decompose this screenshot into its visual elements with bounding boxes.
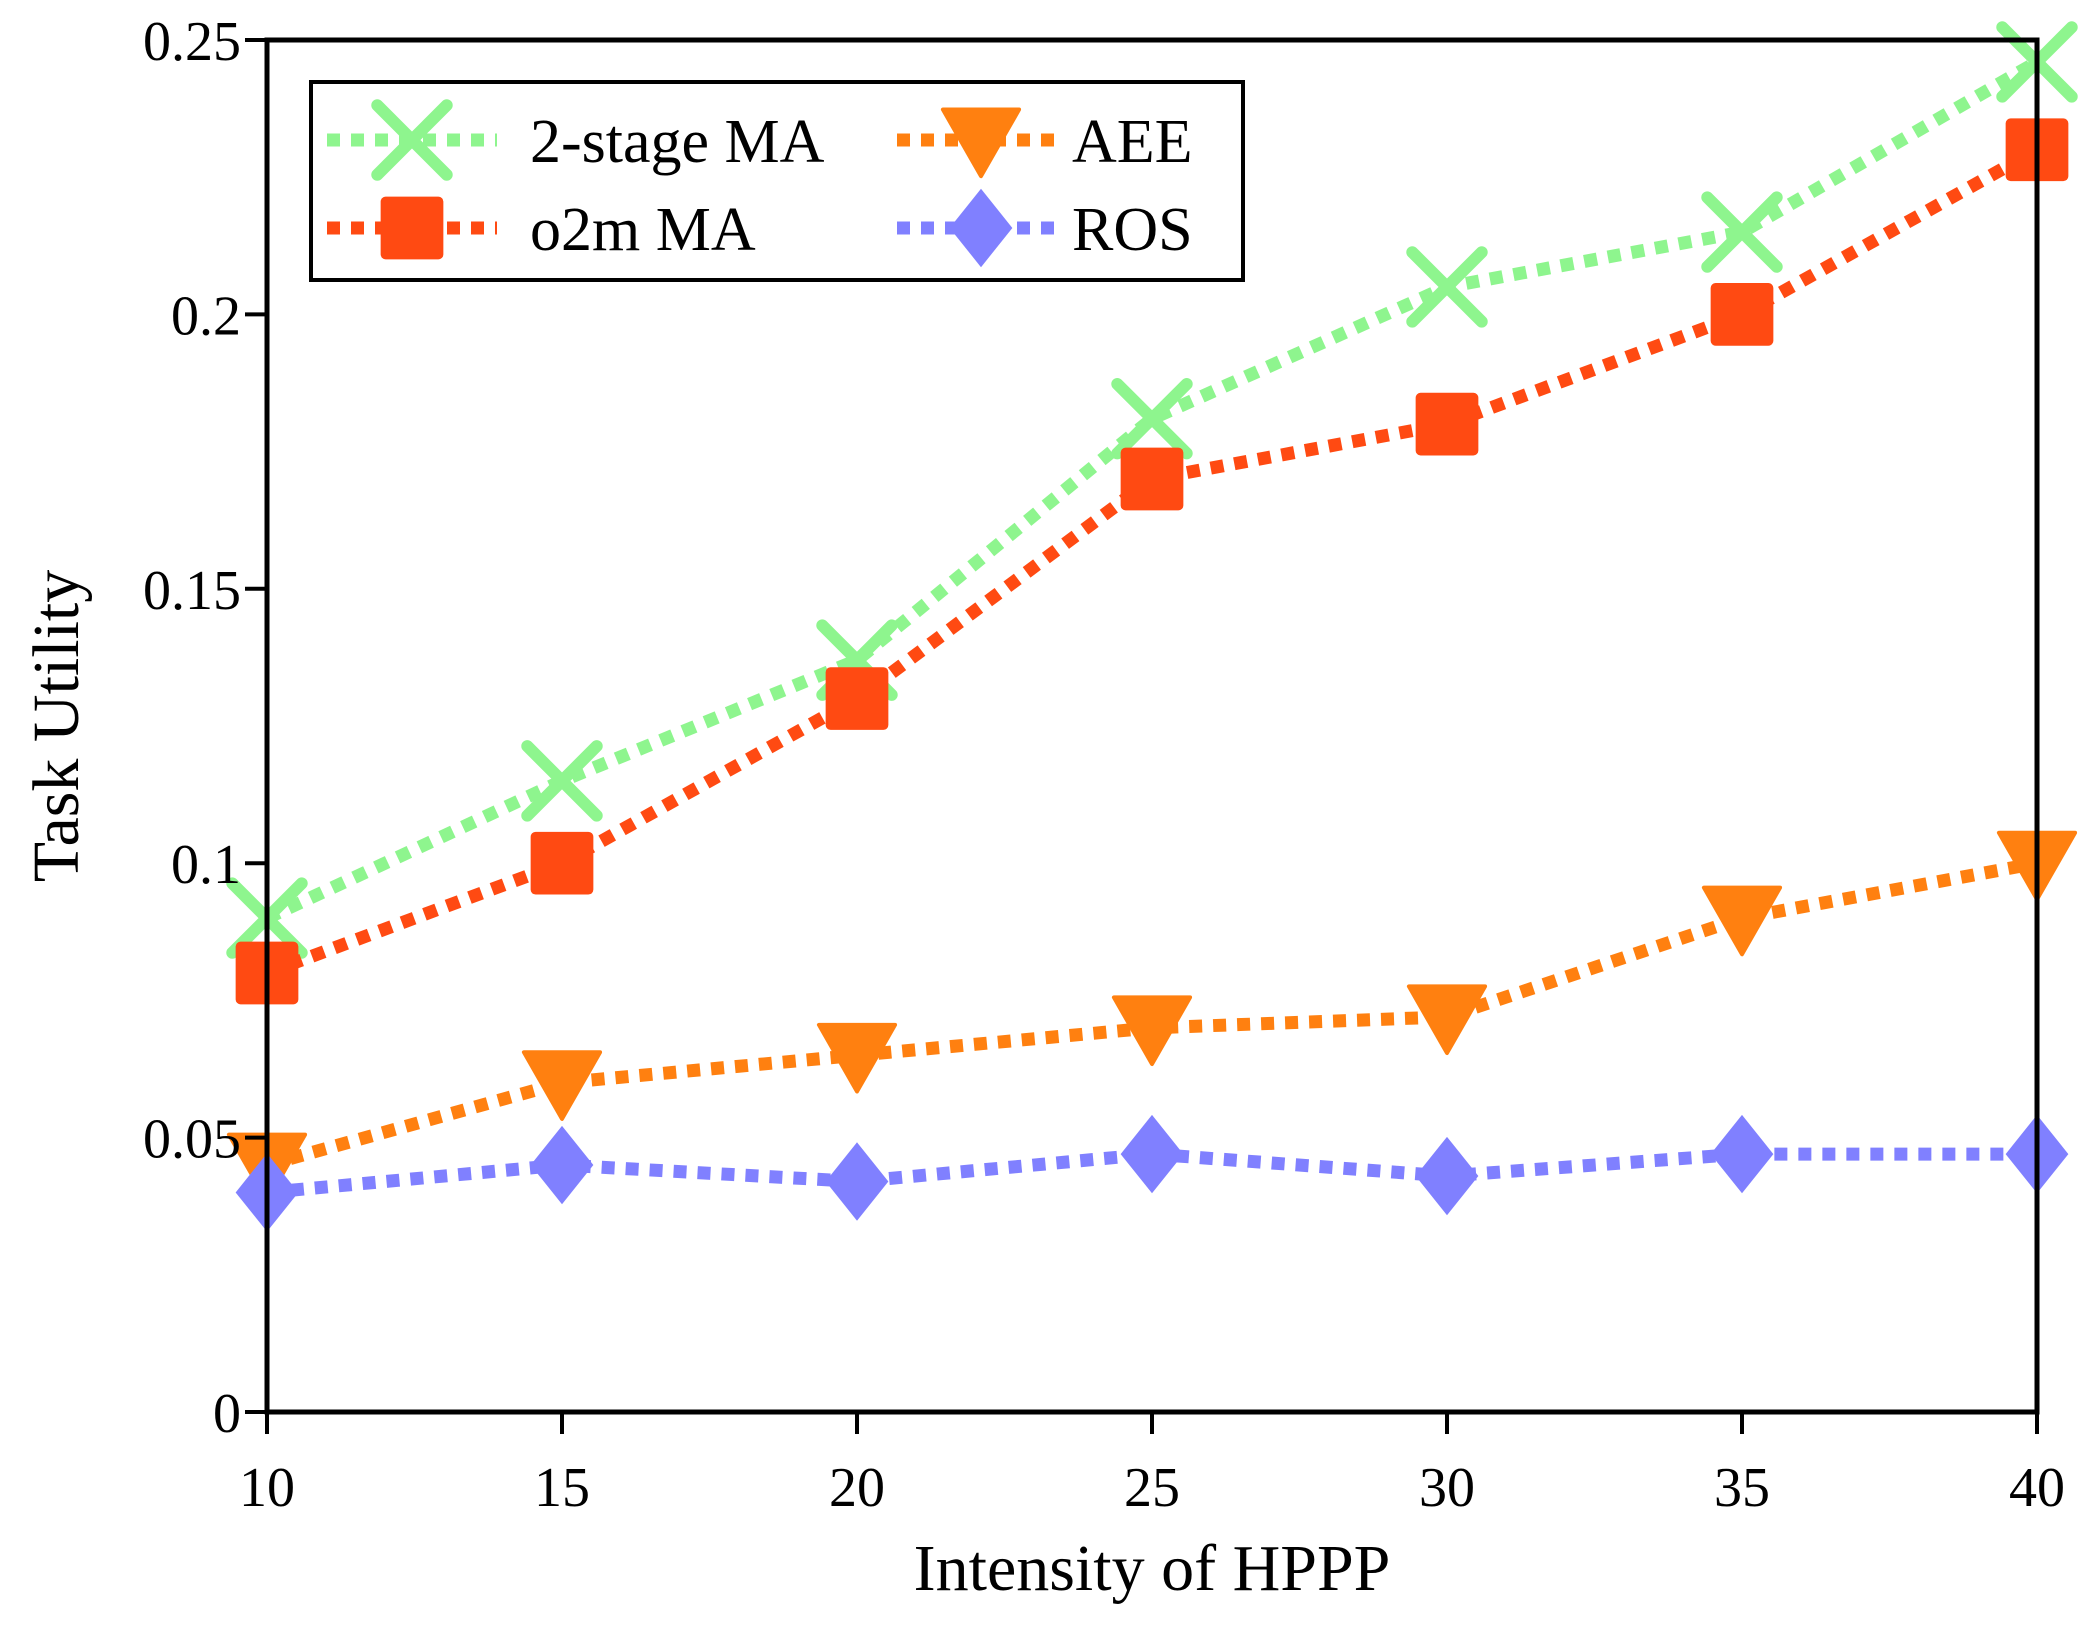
x-tick-label: 20 [829,1457,885,1519]
diamond-marker [1120,1114,1184,1194]
legend-label: o2m MA [530,196,756,264]
diamond-marker [825,1142,889,1221]
diamond-marker [949,188,1013,268]
legend-item: o2m MA [327,196,756,264]
x-tick-label: 30 [1419,1457,1475,1519]
x-tick-label: 35 [1714,1457,1770,1519]
legend-item: ROS [897,188,1193,268]
x-tick-label: 40 [2009,1457,2065,1519]
legend-item: 2-stage MA [327,99,825,181]
square-marker [380,196,444,260]
x-tick-label: 15 [534,1457,590,1519]
square-marker [1415,392,1479,456]
triangle-marker [1701,885,1783,957]
legend: 2-stage MA o2m MA AEE ROS [309,80,1245,282]
x-axis-title: Intensity of HPPP [914,1532,1391,1605]
x-marker [1111,377,1193,460]
x-tick-label: 25 [1124,1457,1180,1519]
y-tick-label: 0 [213,1383,241,1445]
x-marker [1701,191,1783,273]
square-marker [1120,447,1184,511]
legend-label: AEE [1072,108,1193,176]
series-ros [235,1114,2069,1232]
square-marker [825,667,889,730]
y-tick-label: 0.15 [143,560,241,622]
x-marker [521,740,603,822]
diamond-marker [1415,1136,1479,1216]
triangle-marker [521,1050,603,1121]
legend-label: 2-stage MA [530,108,825,176]
legend-label: ROS [1072,196,1193,264]
axes: 10 15 20 25 30 35 40 0 0.05 0.1 0.15 0.2 0.25 [143,11,2065,1519]
triangle-marker [940,107,1022,179]
triangle-marker [816,1022,898,1094]
triangle-marker [1406,984,1488,1056]
triangle-marker [1111,995,1193,1067]
y-tick-label: 0.25 [143,11,241,73]
diamond-marker [1710,1114,1774,1194]
y-tick-label: 0.1 [171,834,241,896]
x-marker [371,99,453,181]
x-tick-label: 10 [239,1457,295,1519]
y-tick-label: 0.2 [171,285,241,347]
legend-box [309,80,1245,282]
diamond-marker [530,1125,594,1205]
series-o2m-ma [235,118,2069,1005]
y-axis-title: Task Utility [20,570,93,883]
square-marker [530,831,594,895]
y-tick-label: 0.05 [143,1109,241,1171]
x-marker [1406,246,1488,328]
square-marker [1710,283,1774,346]
legend-item: AEE [897,107,1193,179]
